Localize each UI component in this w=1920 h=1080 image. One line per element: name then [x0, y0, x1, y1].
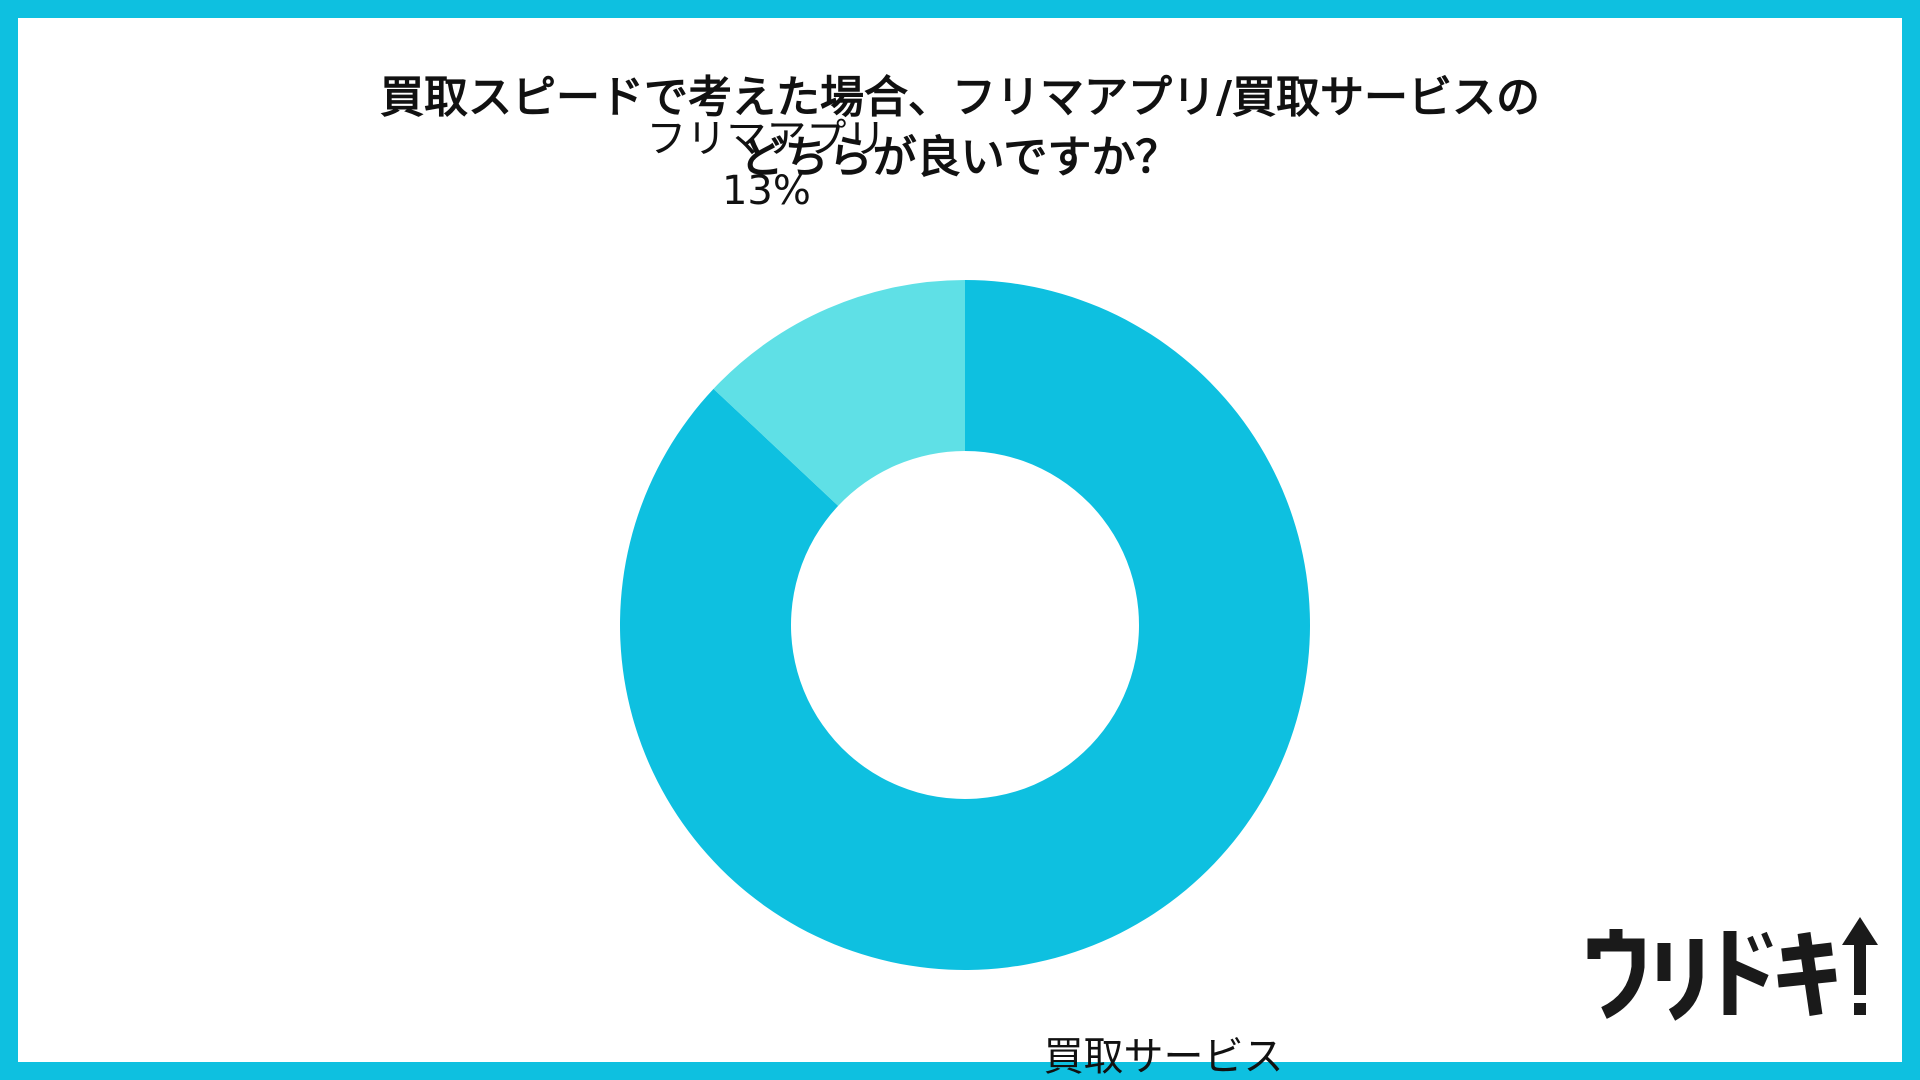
slice-label-2: フリマアプリ [646, 116, 886, 162]
chart-title-line-1: 買取スピードで考えた場合、フリマアプリ/買取サービスの [379, 72, 1541, 123]
donut-slice-2 [713, 280, 965, 506]
donut-slice-1 [619, 280, 1310, 970]
up-arrow-icon [1842, 917, 1878, 1015]
chart-title: 買取スピードで考えた場合、フリマアプリ/買取サービスの どちらが良いですか？ [0, 68, 1920, 188]
chart-title-line-2: どちらが良いですか？ [740, 132, 1180, 183]
slice-label-1: 買取サービス [1044, 1034, 1284, 1080]
uridoki-logo [1587, 917, 1878, 1021]
slice-value-label-2: 13% [722, 168, 811, 214]
